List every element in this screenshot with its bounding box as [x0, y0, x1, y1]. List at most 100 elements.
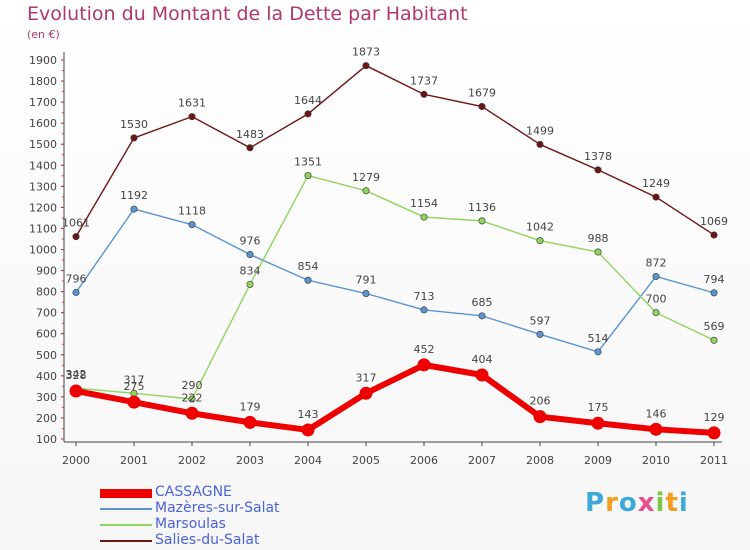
data-point: [304, 110, 312, 118]
data-label: 988: [588, 232, 609, 245]
data-point: [72, 288, 80, 296]
data-label: 290: [182, 379, 203, 392]
data-point: [710, 231, 718, 239]
data-point: [188, 113, 196, 121]
brand-letter: P: [585, 488, 606, 518]
legend-swatch: [100, 488, 152, 498]
data-point: [69, 384, 83, 398]
data-point: [304, 276, 312, 284]
data-label: 794: [704, 273, 725, 286]
series-line: [75, 361, 715, 436]
data-point: [127, 395, 141, 409]
x-tick-label: 2007: [468, 454, 496, 467]
y-tick-label: 1500: [29, 138, 57, 151]
x-tick-label: 2009: [584, 454, 612, 467]
data-label: 143: [298, 408, 319, 421]
data-label: 317: [124, 373, 145, 386]
series-line: [75, 174, 715, 400]
data-label: 1136: [468, 201, 496, 214]
y-tick-label: 800: [36, 286, 57, 299]
data-label: 791: [356, 274, 377, 287]
data-label: 597: [530, 314, 551, 327]
data-label: 275: [124, 380, 145, 393]
data-label: 700: [646, 293, 667, 306]
data-label: 404: [472, 353, 493, 366]
brand-letter: o: [618, 488, 638, 518]
x-tick-label: 2002: [178, 454, 206, 467]
y-tick-label: 1200: [29, 201, 57, 214]
data-point: [130, 205, 138, 213]
y-tick-label: 1100: [29, 222, 57, 235]
data-point: [420, 90, 428, 98]
data-point: [533, 410, 547, 424]
data-point: [652, 309, 660, 317]
y-tick-label: 1000: [29, 244, 57, 257]
data-point: [652, 272, 660, 280]
brand-letter: t: [665, 488, 679, 518]
brand-letter: i: [655, 488, 666, 518]
data-label: 685: [472, 296, 493, 309]
data-point: [246, 280, 254, 288]
data-point: [707, 426, 721, 440]
data-label: 1279: [352, 171, 380, 184]
data-point: [536, 330, 544, 338]
data-point: [652, 193, 660, 201]
data-point: [420, 306, 428, 314]
x-tick-label: 2000: [62, 454, 90, 467]
x-tick-label: 2008: [526, 454, 554, 467]
data-point: [649, 422, 663, 436]
data-point: [72, 233, 80, 241]
data-label: 514: [588, 332, 609, 345]
y-tick-label: 1700: [29, 96, 57, 109]
x-tick-label: 2004: [294, 454, 322, 467]
y-tick-label: 400: [36, 370, 57, 383]
data-label: 1042: [526, 221, 554, 234]
data-point: [591, 416, 605, 430]
data-label: 1530: [120, 118, 148, 131]
data-label: 1483: [236, 128, 264, 141]
legend-label: Mazères-sur-Salat: [155, 500, 280, 516]
data-point: [710, 289, 718, 297]
data-label: 1061: [62, 217, 90, 230]
data-point: [536, 140, 544, 148]
data-label: 146: [646, 407, 667, 420]
y-tick-label: 600: [36, 328, 57, 341]
data-point: [304, 172, 312, 180]
data-label: 342: [66, 368, 87, 381]
data-point: [417, 358, 431, 372]
y-tick-label: 900: [36, 265, 57, 278]
y-tick-label: 1800: [29, 75, 57, 88]
data-label: 179: [240, 400, 261, 413]
data-label: 569: [704, 320, 725, 333]
legend-label: Salies-du-Salat: [155, 532, 260, 548]
chart-subtitle: (en €): [27, 28, 60, 41]
data-label: 713: [414, 290, 435, 303]
data-point: [594, 248, 602, 256]
data-point: [594, 348, 602, 356]
data-point: [359, 386, 373, 400]
y-tick-label: 300: [36, 391, 57, 404]
data-point: [188, 221, 196, 229]
chart-title: Evolution du Montant de la Dette par Hab…: [27, 3, 468, 25]
data-point: [246, 144, 254, 152]
legend-swatch: [100, 508, 152, 510]
data-label: 1118: [178, 205, 206, 218]
data-label: 796: [66, 272, 87, 285]
data-point: [594, 166, 602, 174]
data-label: 854: [298, 260, 319, 273]
data-point: [362, 62, 370, 70]
data-label: 976: [240, 235, 261, 248]
data-label: 206: [530, 395, 551, 408]
x-tick-label: 2011: [700, 454, 728, 467]
y-tick-label: 1300: [29, 180, 57, 193]
data-point: [475, 368, 489, 382]
data-point: [536, 237, 544, 245]
data-label: 1873: [352, 46, 380, 59]
data-point: [185, 406, 199, 420]
data-label: 452: [414, 343, 435, 356]
brand-letter: x: [637, 488, 656, 518]
data-label: 328: [66, 369, 87, 382]
y-tick-label: 200: [36, 412, 57, 425]
data-point: [478, 312, 486, 320]
data-point: [478, 217, 486, 225]
